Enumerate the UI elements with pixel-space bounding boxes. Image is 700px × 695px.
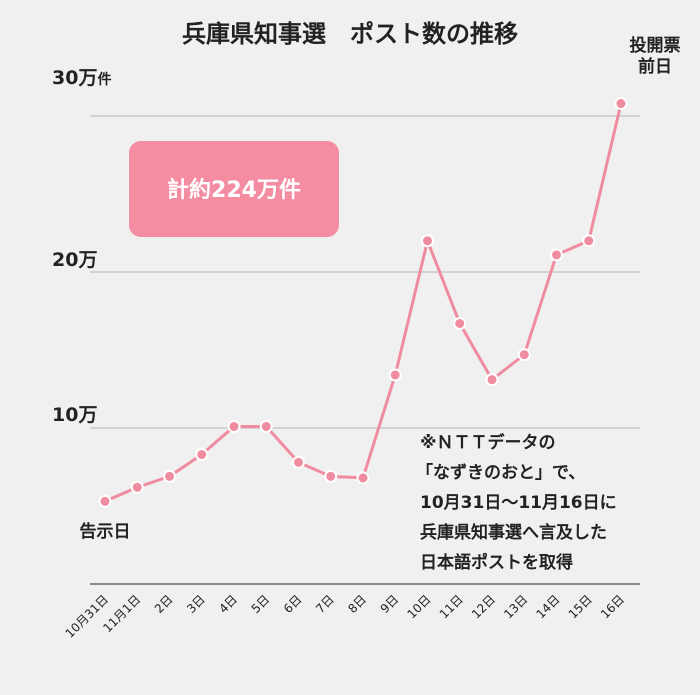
- y-tick-label-100000: 10万: [52, 404, 97, 426]
- data-point-4: [227, 419, 241, 433]
- total-badge-background: [129, 141, 339, 237]
- data-point-6: [292, 455, 305, 469]
- x-tick-label-5: 5日: [249, 592, 273, 616]
- x-tick-label-8: 8日: [345, 592, 369, 616]
- y-tick-label-300000-unit: 件: [97, 71, 111, 88]
- note-line-2: 「なずきのおと」で、: [416, 462, 585, 483]
- data-point-13: [517, 348, 531, 362]
- x-tick-label-10: 10日: [404, 592, 433, 621]
- data-point-5: [259, 419, 273, 433]
- note-line-4: 兵庫県知事選へ言及した: [420, 522, 607, 543]
- data-point-1: [130, 480, 144, 494]
- total-badge: 計約224万件: [129, 141, 339, 237]
- data-point-2: [163, 469, 176, 483]
- data-point-9: [388, 368, 402, 382]
- data-point-7: [324, 469, 338, 483]
- data-point-15: [582, 234, 596, 248]
- y-tick-label-300000-main: 30万: [52, 67, 97, 89]
- data-point-8: [356, 471, 370, 485]
- data-point-16: [614, 97, 628, 111]
- x-tick-label-15: 15日: [566, 592, 595, 621]
- x-tick-label-3: 3日: [184, 592, 208, 616]
- data-point-12: [485, 373, 499, 387]
- x-tick-label-6: 6日: [281, 592, 305, 616]
- x-tick-label-14: 14日: [533, 592, 562, 621]
- x-tick-label-9: 9日: [378, 592, 402, 616]
- x-tick-label-2: 2日: [152, 592, 176, 616]
- data-point-3: [195, 448, 209, 462]
- x-tick-label-7: 7日: [313, 592, 337, 616]
- annotation-end-line2: 前日: [638, 56, 672, 77]
- grid: [90, 115, 640, 429]
- data-point-10: [421, 234, 434, 248]
- data-point-14: [550, 248, 563, 262]
- annotation-end-line1: 投開票: [630, 35, 681, 56]
- annotation-start: 告示日: [80, 521, 131, 542]
- y-tick-label-300000: 30万件: [52, 67, 111, 89]
- x-tick-label-13: 13日: [501, 592, 530, 621]
- data-point-0: [98, 494, 112, 508]
- note-line-5: 日本語ポストを取得: [420, 552, 573, 573]
- x-tick-label-11: 11日: [437, 592, 466, 621]
- data-point-11: [453, 316, 467, 330]
- chart-title: 兵庫県知事選 ポスト数の推移: [182, 20, 518, 48]
- y-tick-label-200000: 20万: [52, 249, 97, 271]
- note-line-1: ※ＮＴＴデータの: [420, 432, 556, 453]
- x-tick-label-4: 4日: [216, 592, 240, 616]
- x-tick-label-12: 12日: [469, 592, 498, 621]
- note: ※ＮＴＴデータの 「なずきのおと」で、 10月31日〜11月16日に 兵庫県知事…: [416, 432, 617, 573]
- note-line-3: 10月31日〜11月16日に: [420, 493, 617, 513]
- x-tick-label-0: 10月31日: [63, 592, 111, 640]
- total-badge-text: 計約224万件: [167, 177, 301, 203]
- data-points: [98, 97, 628, 508]
- x-tick-label-16: 16日: [598, 592, 627, 621]
